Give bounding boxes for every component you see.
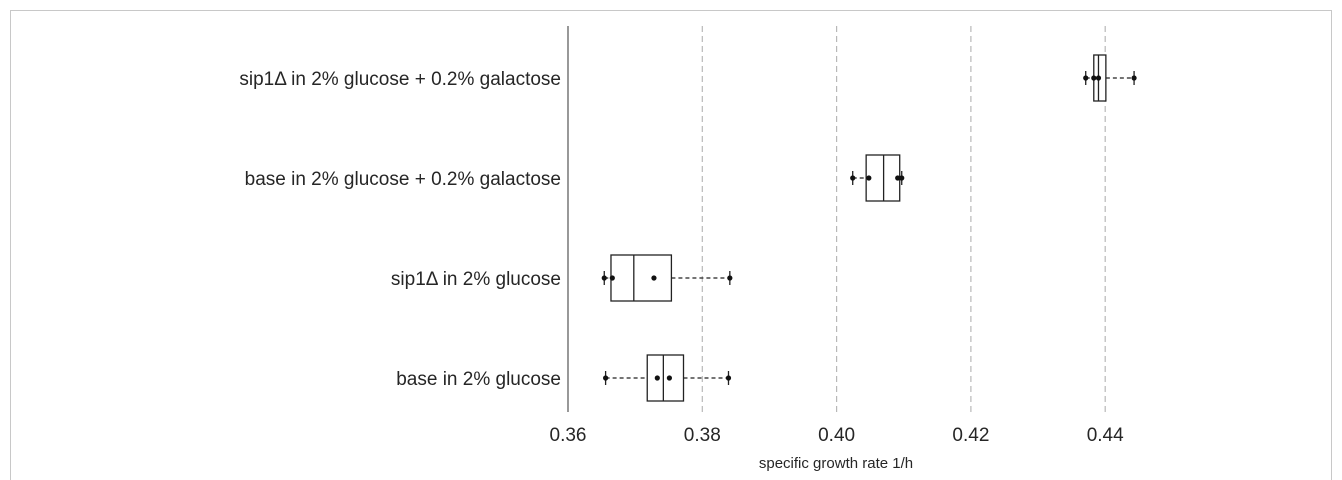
data-point-3-1 bbox=[654, 375, 660, 381]
box-1 bbox=[850, 154, 905, 202]
data-point-2-0 bbox=[601, 275, 607, 281]
x-tick-labels: 0.36 0.38 0.40 0.42 0.44 bbox=[550, 425, 1125, 446]
box-rect-3 bbox=[646, 354, 685, 402]
box-rect-2 bbox=[610, 254, 673, 302]
box-2 bbox=[601, 254, 733, 302]
box-layer bbox=[601, 54, 1137, 402]
data-point-2-2 bbox=[651, 275, 657, 281]
data-point-0-2 bbox=[1095, 75, 1102, 81]
chart-frame bbox=[10, 10, 1332, 480]
box-0 bbox=[1083, 54, 1137, 102]
box-rect-1 bbox=[865, 154, 901, 202]
category-label-2: sip1Δ in 2% glucose bbox=[391, 269, 561, 290]
category-label-0: sip1Δ in 2% glucose + 0.2% galactose bbox=[239, 69, 561, 90]
x-axis-title: specific growth rate 1/h bbox=[759, 455, 913, 472]
data-point-1-2 bbox=[895, 175, 901, 181]
data-point-0-3 bbox=[1131, 75, 1137, 81]
x-tick-label-0.38: 0.38 bbox=[684, 425, 721, 446]
category-labels: sip1Δ in 2% glucose + 0.2% galactose base… bbox=[239, 69, 561, 390]
data-point-1-1 bbox=[866, 175, 872, 181]
box-3 bbox=[603, 354, 732, 402]
grid-lines bbox=[701, 26, 1106, 412]
data-point-2-3 bbox=[727, 275, 733, 281]
x-tick-label-0.42: 0.42 bbox=[952, 425, 989, 446]
category-label-1: base in 2% glucose + 0.2% galactose bbox=[245, 169, 561, 190]
data-point-0-1 bbox=[1091, 75, 1097, 81]
data-point-0-0 bbox=[1083, 75, 1089, 81]
data-point-3-2 bbox=[666, 375, 672, 381]
data-point-3-3 bbox=[725, 375, 732, 381]
data-point-2-1 bbox=[609, 275, 615, 281]
x-tick-label-0.40: 0.40 bbox=[818, 425, 855, 446]
category-label-3: base in 2% glucose bbox=[396, 369, 561, 390]
x-tick-label-0.36: 0.36 bbox=[550, 425, 587, 446]
x-tick-label-0.44: 0.44 bbox=[1087, 425, 1124, 446]
data-point-3-0 bbox=[603, 375, 609, 381]
data-point-1-0 bbox=[850, 175, 856, 181]
data-point-1-3 bbox=[899, 175, 905, 181]
